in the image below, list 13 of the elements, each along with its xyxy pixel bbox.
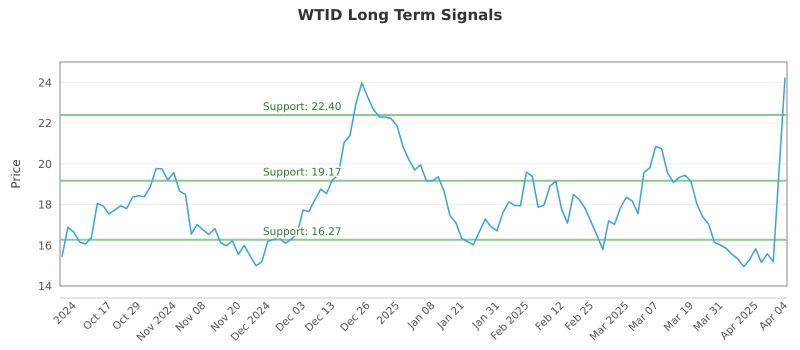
y-axis-title: Price	[9, 159, 23, 189]
y-tick-label: 18	[38, 198, 52, 212]
y-tick-label: 14	[38, 280, 52, 293]
x-tick-label: Apr 04	[756, 299, 790, 333]
line-series	[61, 76, 786, 268]
x-tick-label: Mar 07	[626, 300, 661, 334]
chart-title: WTID Long Term Signals	[298, 6, 502, 24]
ref-line-label: Support: 22.40	[263, 100, 342, 113]
y-tick-label: 22	[38, 117, 52, 130]
y-tick-label: 16	[38, 239, 52, 252]
x-tick-label: Dec 26	[338, 299, 373, 334]
y-tick-label: 20	[38, 158, 52, 171]
y-tick-label: 24	[38, 76, 52, 90]
